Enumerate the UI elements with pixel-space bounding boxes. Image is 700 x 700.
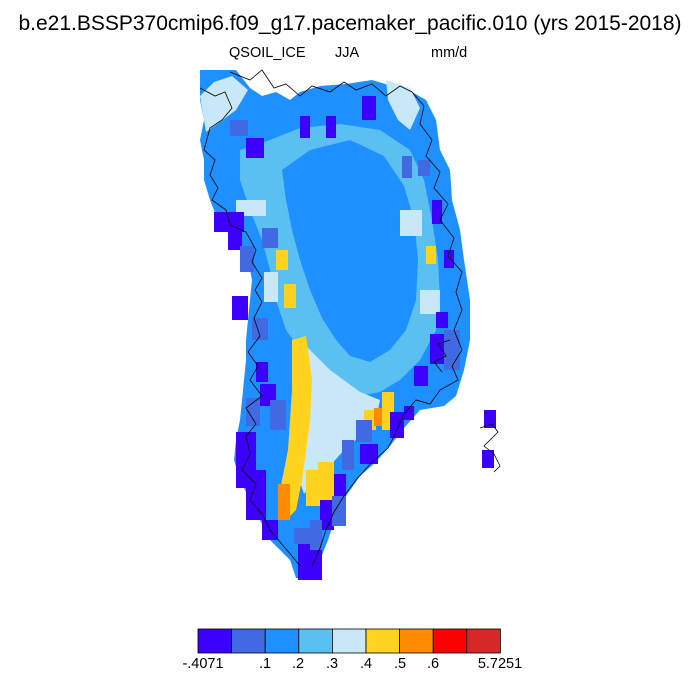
map-deep-cell-7 <box>246 470 266 520</box>
map-blue-cell-0 <box>262 228 278 248</box>
map-island-cell-1 <box>484 410 496 428</box>
map-west-yellow <box>278 336 312 520</box>
map-deep-cell-17 <box>430 334 444 364</box>
plot-title: b.e21.BSSP370cmip6.f09_g17.pacemaker_pac… <box>18 12 682 35</box>
map-deep-cell-14 <box>404 406 414 420</box>
map-ne-pale <box>386 80 420 130</box>
variable-label: QSOIL_ICE <box>229 45 306 61</box>
map-e-pale1 <box>400 210 422 236</box>
map-deep-cell-20 <box>326 116 336 138</box>
map-blue-cell-7 <box>342 440 354 470</box>
map-nw-pale <box>200 76 248 132</box>
map-deep-cell-21 <box>300 116 310 138</box>
coastline-east <box>311 105 463 567</box>
map-blue-cell-1 <box>240 246 254 272</box>
season-label: JJA <box>335 45 360 61</box>
map-deep-cell-19 <box>362 96 376 120</box>
colorbar-label-5: .5 <box>393 656 407 672</box>
map-west-orange <box>278 484 290 520</box>
map-deep-cell-22 <box>436 312 448 328</box>
colorbar-label-7: 5.7251 <box>477 656 523 672</box>
map-blue-cell-10 <box>294 528 314 544</box>
colorbar-label-2: .2 <box>291 656 305 672</box>
map-blue-cell-4 <box>418 160 430 176</box>
colorbar-swatch-4 <box>331 628 367 654</box>
map-nw-yellow1 <box>276 250 288 270</box>
map-blue-cell-3 <box>402 156 412 178</box>
coastline-island <box>479 423 501 473</box>
map-e-yellow <box>426 246 436 264</box>
map-se-orange <box>374 408 382 426</box>
colorbar-swatch-6 <box>399 628 434 654</box>
map-nw-yellow2 <box>284 284 296 308</box>
map-interior-mid <box>282 140 418 362</box>
map-deep-cell-13 <box>390 412 404 438</box>
map-deep-cell-3 <box>232 296 248 320</box>
map-w-pale2 <box>264 272 278 302</box>
map-blue-cell-11 <box>270 400 286 430</box>
colorbar-swatch-3 <box>298 628 333 654</box>
map-west-yellow2 <box>318 462 334 502</box>
colorbar-label-0: -.4071 <box>182 656 224 672</box>
colorbar-label-6: .6 <box>426 656 440 672</box>
coastline-west <box>199 87 301 567</box>
colorbar-swatch-5 <box>365 628 400 654</box>
colorbar-swatch-0 <box>197 628 232 654</box>
map-deep-cell-16 <box>444 250 454 268</box>
map-fills <box>200 70 496 580</box>
map-deep-cell-2 <box>228 230 242 250</box>
map-blue-cell-13 <box>230 120 248 136</box>
colorbar-swatch-1 <box>231 628 266 654</box>
colorbar-label-1: .1 <box>258 656 272 672</box>
colorbar-swatch-7 <box>432 628 468 654</box>
coastline-north <box>229 69 425 107</box>
map-deep-cell-10 <box>320 500 334 530</box>
map-e-pale2 <box>420 290 440 314</box>
coastline-fjord <box>433 339 451 373</box>
map-deep-cell-12 <box>360 444 378 464</box>
map-deep-cell-18 <box>414 366 428 386</box>
map-deep-cell-15 <box>432 200 442 224</box>
colorbar-swatch-8 <box>466 628 501 654</box>
map-deep-cell-0 <box>246 138 264 158</box>
map-deep-cell-4 <box>256 362 268 382</box>
map-west-yellow3 <box>306 470 320 506</box>
units-label: mm/d <box>431 45 468 61</box>
colorbar-swatch-2 <box>264 628 300 654</box>
map-south-pale <box>296 340 380 494</box>
map-island-cell-2 <box>482 450 494 468</box>
colorbar-label-3: .3 <box>325 656 339 672</box>
colorbar-label-4: .4 <box>359 656 373 672</box>
map-blue-cell-8 <box>332 496 346 526</box>
map-blue-cell-6 <box>356 420 372 442</box>
coastline <box>199 69 501 567</box>
